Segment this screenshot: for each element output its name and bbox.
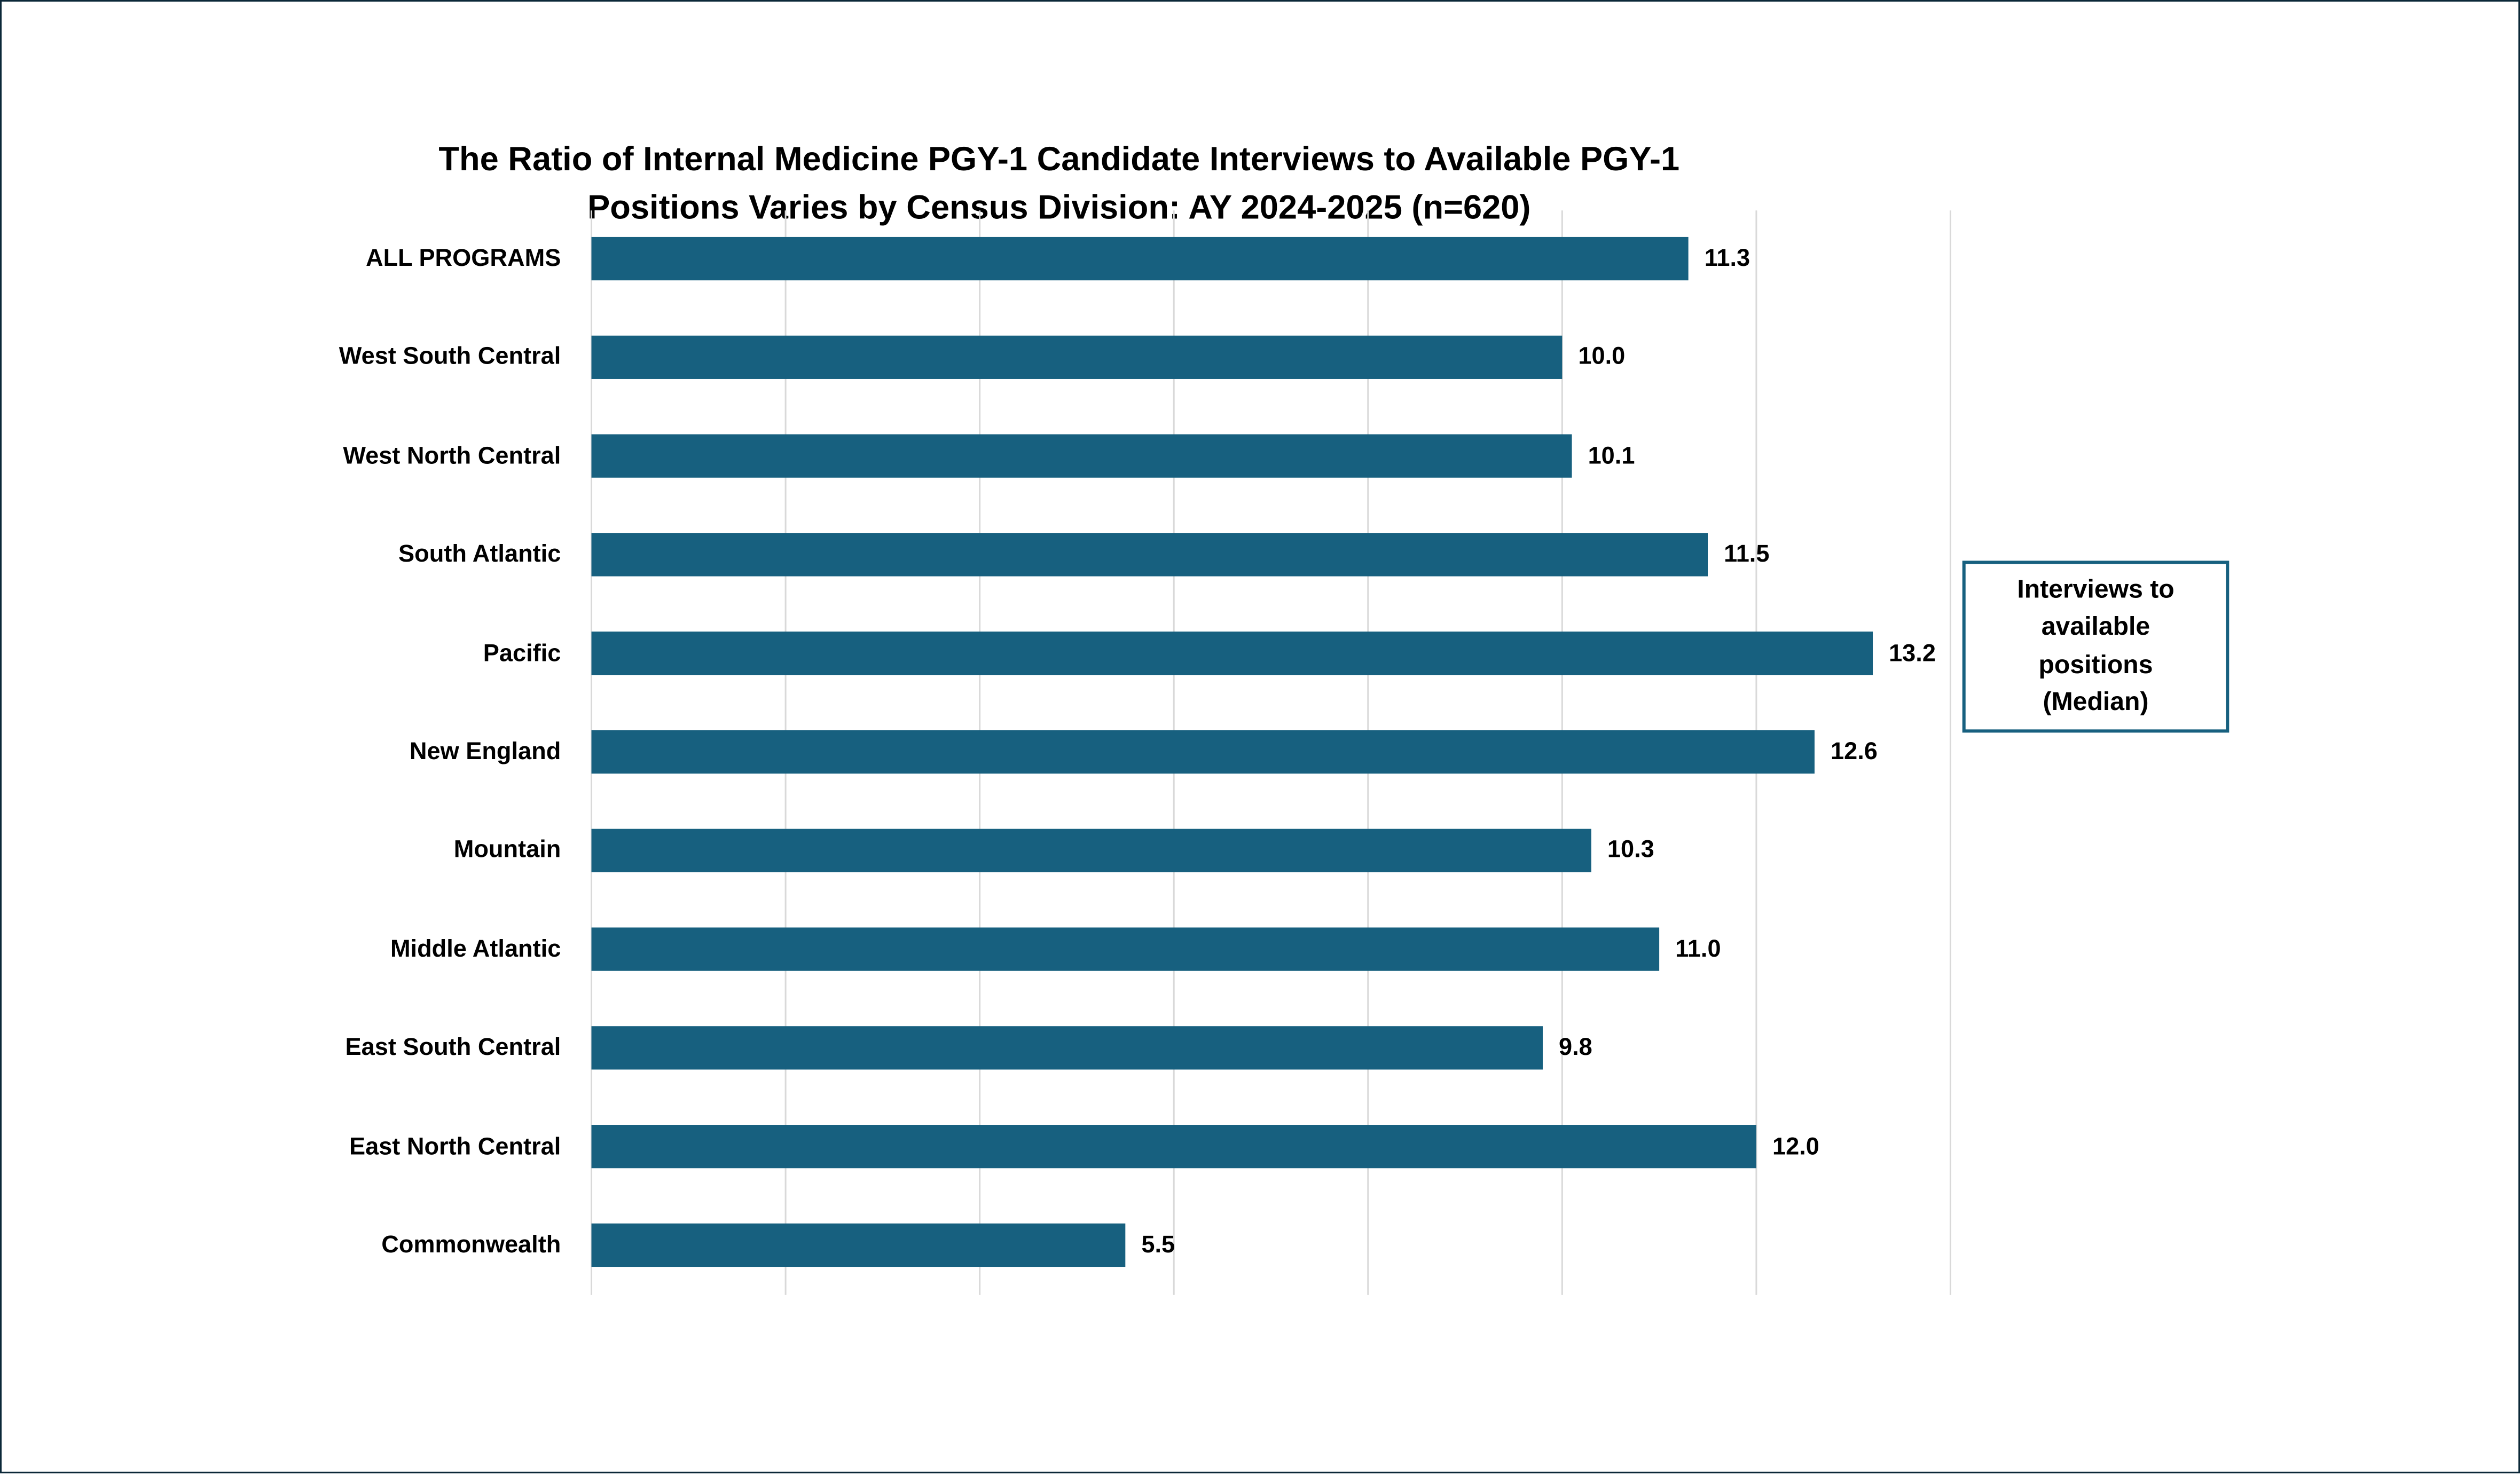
data-label: 9.8 bbox=[1559, 1034, 1592, 1062]
category-label: East North Central bbox=[349, 1133, 561, 1161]
data-label: 12.0 bbox=[1772, 1133, 1819, 1161]
data-label: 11.0 bbox=[1675, 935, 1721, 963]
data-label: 11.3 bbox=[1704, 244, 1750, 273]
category-label: Mountain bbox=[453, 837, 561, 864]
legend-label: Interviews to available positions (Media… bbox=[2017, 575, 2174, 717]
bar bbox=[591, 632, 1873, 675]
bar bbox=[591, 533, 1708, 577]
category-label: West North Central bbox=[343, 442, 561, 470]
category-label: West South Central bbox=[339, 343, 561, 371]
bar bbox=[591, 1223, 1126, 1267]
legend: Interviews to available positions (Media… bbox=[1962, 561, 2229, 733]
data-label: 13.2 bbox=[1889, 640, 1936, 667]
bar bbox=[591, 1125, 1756, 1169]
category-label: New England bbox=[409, 738, 561, 766]
data-label: 11.5 bbox=[1724, 541, 1770, 569]
data-label: 10.1 bbox=[1588, 442, 1635, 470]
data-label: 5.5 bbox=[1141, 1231, 1175, 1259]
chart-title: The Ratio of Internal Medicine PGY-1 Can… bbox=[323, 137, 1795, 233]
category-label: Commonwealth bbox=[381, 1231, 561, 1259]
bar bbox=[591, 829, 1591, 872]
data-label: 10.3 bbox=[1607, 837, 1654, 864]
bar bbox=[591, 730, 1815, 774]
bar bbox=[591, 927, 1660, 971]
category-label: ALL PROGRAMS bbox=[365, 244, 561, 273]
bar bbox=[591, 1026, 1543, 1070]
category-label: Middle Atlantic bbox=[390, 935, 561, 963]
data-label: 12.6 bbox=[1831, 738, 1878, 766]
bar bbox=[591, 434, 1572, 478]
bar bbox=[591, 236, 1689, 281]
category-label: Pacific bbox=[483, 640, 561, 667]
bar bbox=[591, 335, 1563, 379]
category-label: South Atlantic bbox=[398, 541, 561, 569]
chart-title-line-1: The Ratio of Internal Medicine PGY-1 Can… bbox=[438, 141, 1680, 179]
category-label: East South Central bbox=[345, 1034, 561, 1062]
chart-title-line-2: Positions Varies by Census Division: AY … bbox=[587, 190, 1531, 227]
data-label: 10.0 bbox=[1578, 343, 1626, 371]
